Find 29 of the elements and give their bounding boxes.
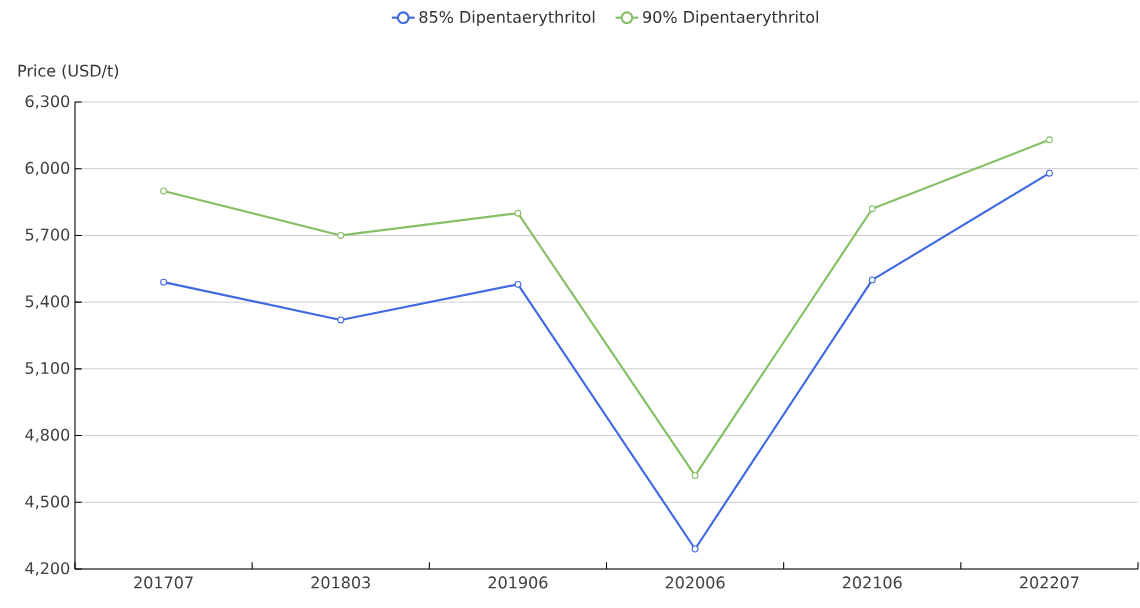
point <box>691 545 699 553</box>
point <box>868 205 876 213</box>
x-tick-label: 201707 <box>134 576 193 589</box>
x-tick-label: 201906 <box>488 576 548 589</box>
y-tick-label: 5,100 <box>25 361 70 376</box>
legend-label: 85% Dipentaerythritol <box>419 10 595 27</box>
point <box>691 472 699 480</box>
x-tick-label: 201803 <box>311 576 370 589</box>
y-tick-label: 4,800 <box>25 428 70 443</box>
point <box>337 316 345 324</box>
y-tick-label: 5,400 <box>25 295 70 310</box>
y-tick-label: 4,200 <box>25 562 70 576</box>
y-tick-label: 6,000 <box>25 161 70 176</box>
point <box>1045 136 1053 144</box>
point <box>160 187 168 195</box>
point <box>160 278 168 286</box>
y-tick-label: 5,700 <box>25 228 70 243</box>
point <box>514 209 522 217</box>
x-tick-label: 202006 <box>665 576 725 589</box>
legend-label: 90% Dipentaerythritol <box>643 10 819 27</box>
x-tick-label: 202207 <box>1020 576 1079 589</box>
point <box>514 280 522 288</box>
point <box>868 276 876 284</box>
y-axis-title: Price (USD/t) <box>18 64 119 79</box>
point <box>337 231 345 239</box>
y-tick-label: 6,300 <box>25 95 70 109</box>
y-tick-label: 4,500 <box>25 495 70 510</box>
point <box>1045 169 1053 177</box>
x-tick-label: 202106 <box>842 576 902 589</box>
